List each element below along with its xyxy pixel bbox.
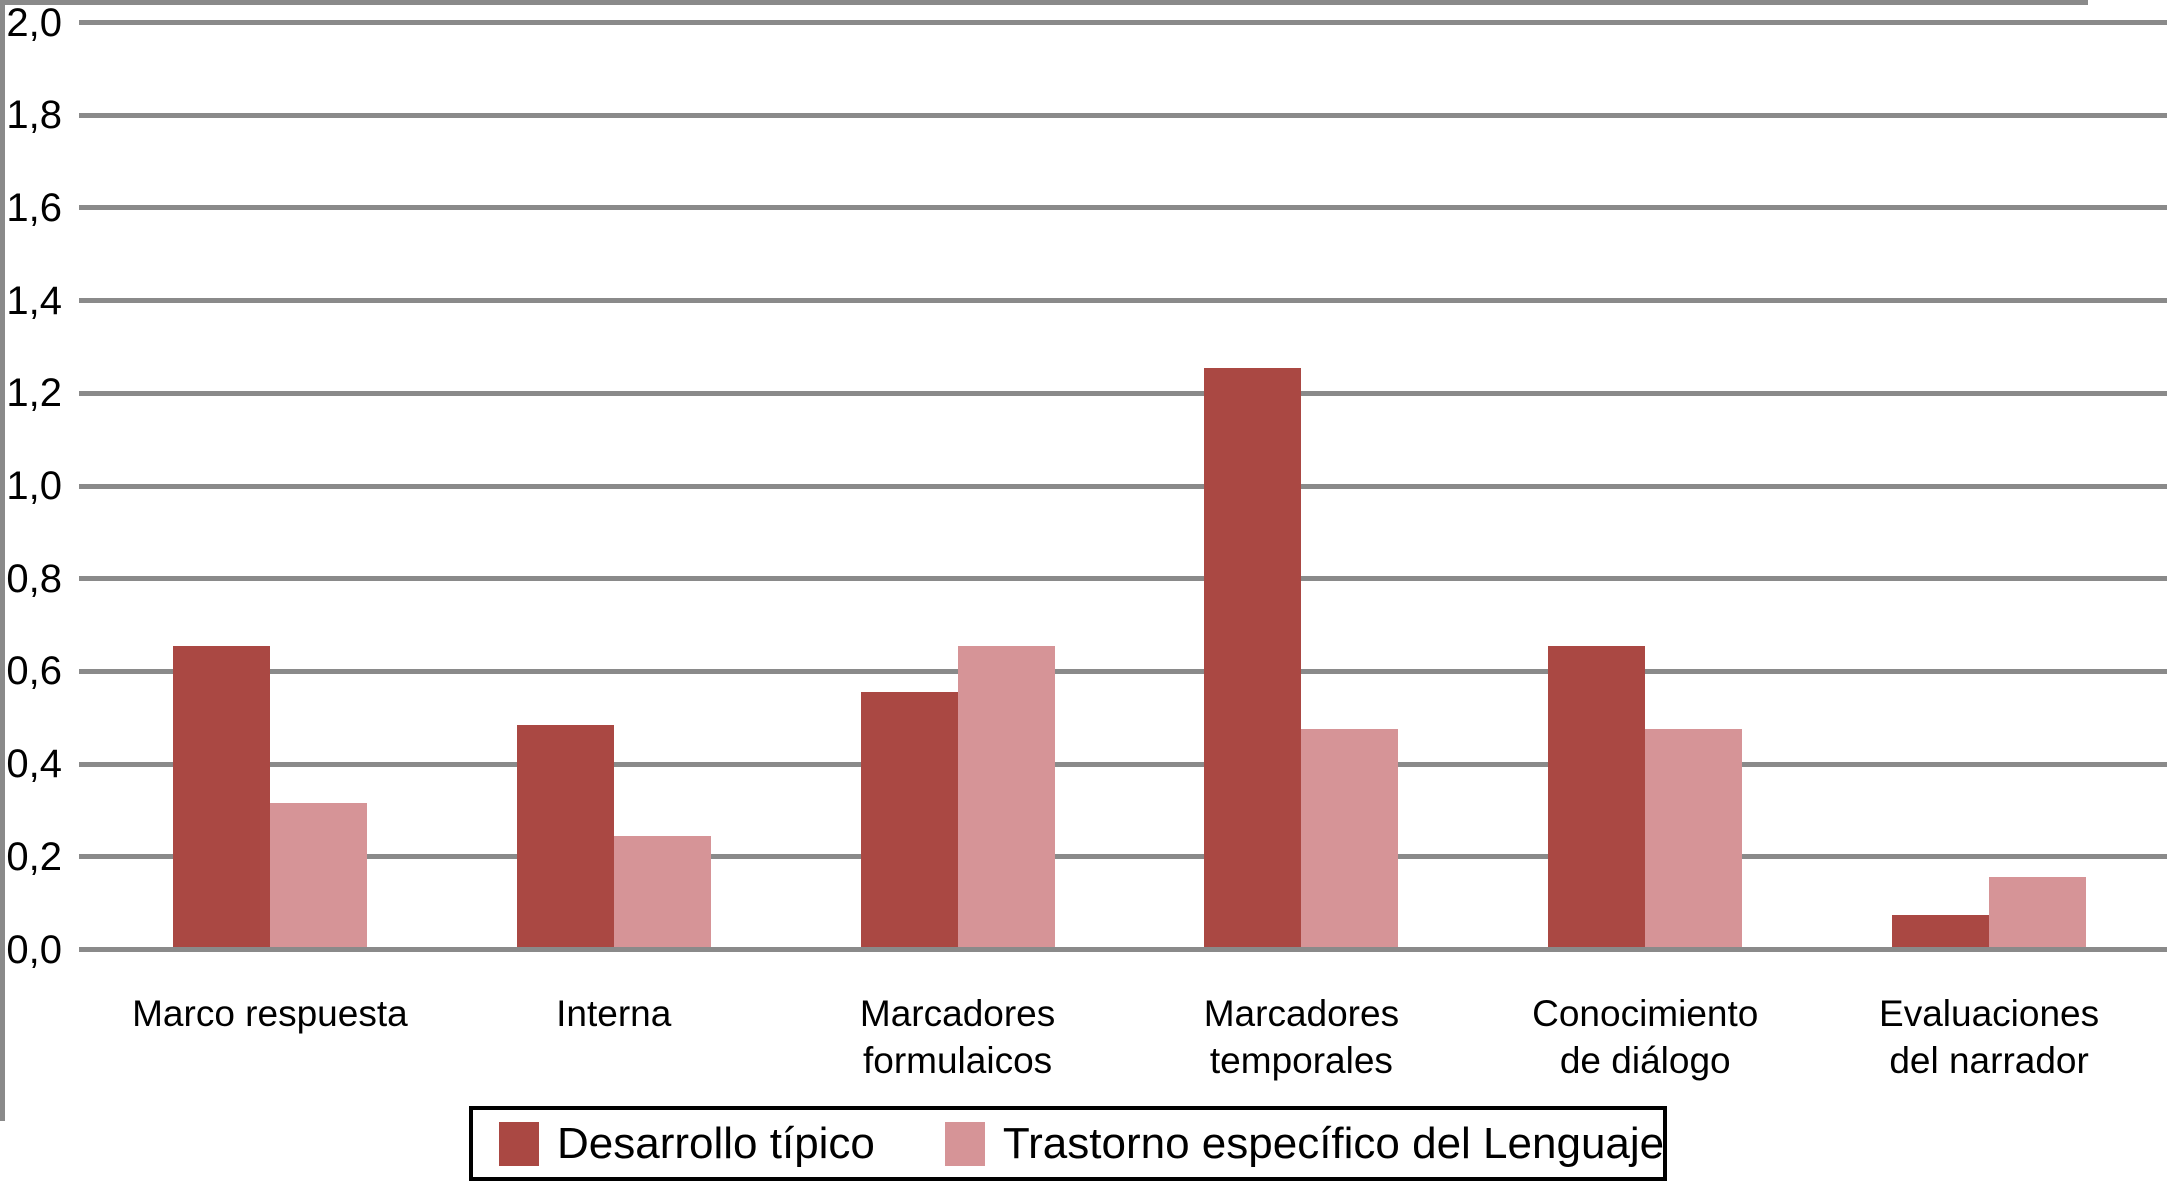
x-axis-category-label-line: Marcadores [1203, 993, 1400, 1034]
x-axis-category-label: Marcadores temporales [1129, 990, 1473, 1084]
y-axis-tick-label: 1,8 [6, 93, 62, 138]
bar-series2 [613, 835, 711, 947]
gridline [79, 112, 2167, 118]
legend-label: Trastorno específico del Lenguaje [1002, 1118, 1665, 1168]
x-axis-category-label-line: de diálogo [1559, 1040, 1731, 1081]
bar-series2 [1989, 877, 2087, 947]
x-axis-category-label-line: del narrador [1889, 1040, 2089, 1081]
x-axis-line [0, 0, 2088, 5]
bar-series2 [269, 803, 367, 947]
gridline [79, 576, 2167, 582]
x-axis-tick [0, 1040, 5, 1067]
x-axis-tick [0, 1067, 5, 1094]
bar-series2 [1301, 729, 1399, 947]
bar-series1 [1548, 645, 1646, 947]
x-axis-category-label: Evaluaciones del narrador [1817, 990, 2161, 1084]
x-axis-category-label-line: Conocimiento [1532, 993, 1759, 1034]
y-axis-tick-label: 0,8 [6, 556, 62, 601]
y-axis-tick-label: 1,0 [6, 464, 62, 508]
bar-series1 [1204, 367, 1302, 947]
y-axis-line [0, 5, 5, 959]
bar-series1 [516, 724, 614, 947]
legend-item: Trastorno específico del Lenguaje [944, 1118, 1665, 1169]
y-axis-tick-label: 0,4 [6, 742, 62, 787]
x-axis-category-label-line: Evaluaciones [1879, 993, 2100, 1034]
y-axis-tick-label: 0,0 [6, 927, 62, 972]
x-axis-category-label: Marco respuesta [98, 990, 442, 1037]
gridline [79, 854, 2167, 860]
y-axis-tick-label: 2,0 [6, 0, 62, 45]
y-axis-tick-label: 1,4 [6, 278, 62, 323]
x-axis-category-label: Marcadores formulaicos [786, 990, 1130, 1084]
x-axis-tick [0, 959, 5, 986]
x-axis-category-label-line: Marcadores [859, 993, 1056, 1034]
bar-series1 [1892, 914, 1990, 947]
legend-item: Desarrollo típico [499, 1119, 875, 1169]
x-axis-tick [0, 1094, 5, 1121]
y-axis-tick-label: 1,2 [6, 371, 62, 416]
x-axis-tick [0, 986, 5, 1013]
y-axis-tick-label: 0,2 [6, 834, 62, 879]
legend-label: Desarrollo típico [557, 1118, 875, 1168]
gridline [79, 205, 2167, 211]
x-axis-tick [0, 1013, 5, 1040]
gridline [79, 947, 2167, 952]
x-axis-category-label: Conocimiento de diálogo [1473, 990, 1817, 1084]
x-axis-category-label-line: Marco respuesta [132, 993, 408, 1034]
gridline [79, 390, 2167, 396]
gridline [79, 298, 2167, 304]
gridline [79, 483, 2167, 489]
gridline [79, 668, 2167, 674]
y-axis-tick-label: 1,6 [6, 185, 62, 230]
gridline [79, 20, 2167, 25]
x-axis-category-label-line: Interna [556, 993, 672, 1034]
bar-series2 [957, 645, 1055, 947]
x-axis-category-label-line: formulaicos [862, 1040, 1053, 1081]
bar-series1 [172, 645, 270, 947]
legend-swatch [944, 1121, 985, 1166]
gridline [79, 761, 2167, 767]
y-axis-tick-label: 0,6 [6, 649, 62, 694]
x-axis-category-label: Interna [442, 990, 786, 1037]
bar-series1 [860, 692, 958, 947]
x-axis-category-label-line: temporales [1209, 1040, 1393, 1081]
legend-swatch [499, 1121, 539, 1166]
bar-series2 [1645, 729, 1743, 947]
legend: Desarrollo típico Trastorno específico de… [469, 1106, 1667, 1181]
